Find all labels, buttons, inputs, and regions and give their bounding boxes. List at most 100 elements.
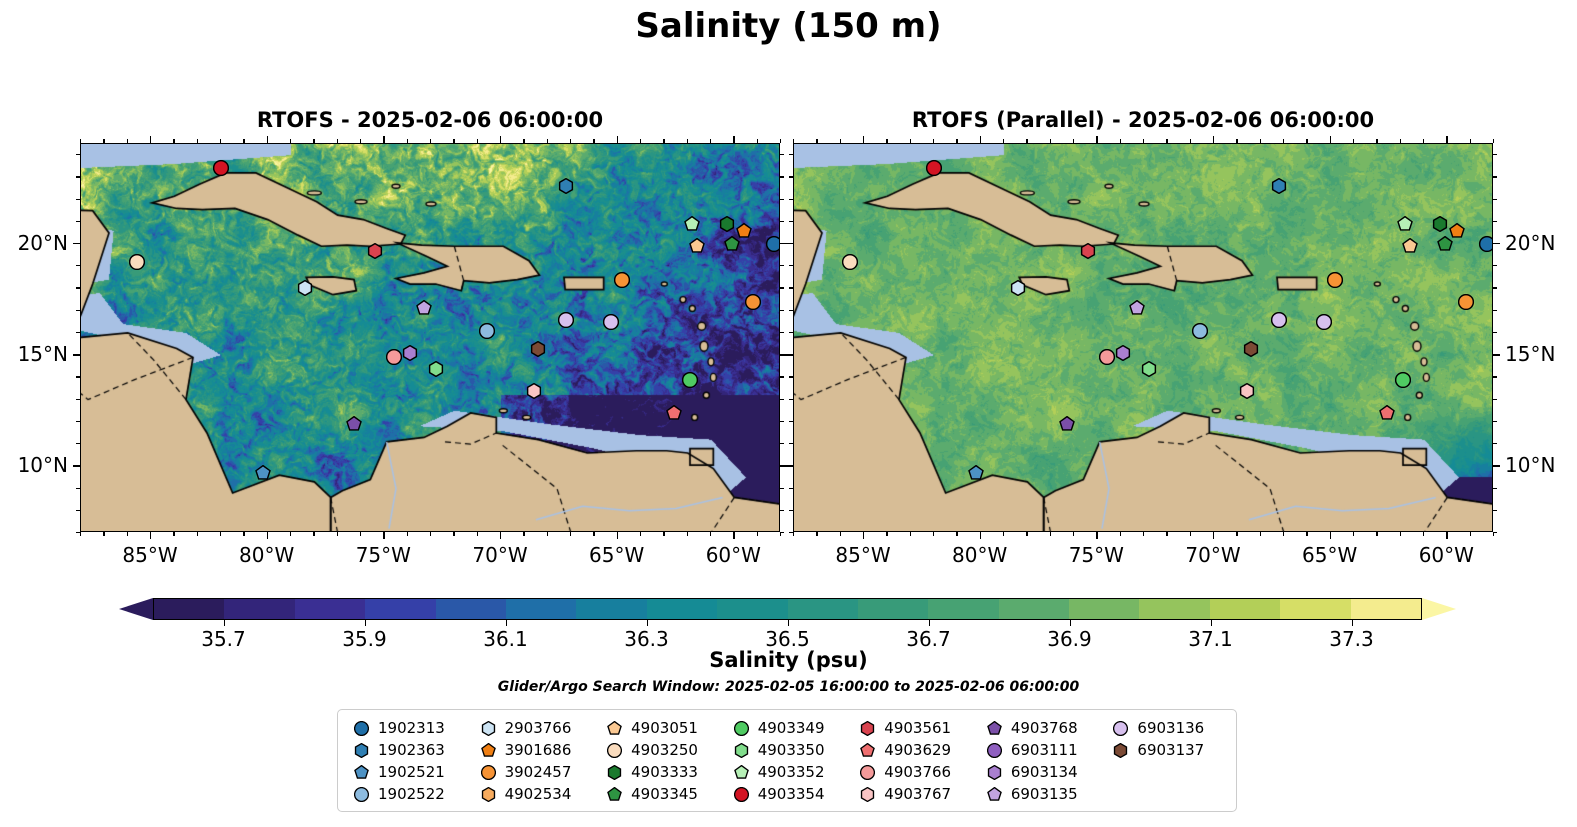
platform-marker-6903136[interactable] (1271, 311, 1288, 328)
platform-marker-4903350[interactable] (428, 360, 444, 377)
platform-marker-4903352[interactable] (684, 216, 701, 232)
legend-label: 1902522 (378, 785, 445, 803)
platform-marker-4903767[interactable] (1239, 382, 1255, 399)
platform-marker-4903768[interactable] (1059, 416, 1075, 432)
legend-marker-circle-icon (354, 786, 369, 802)
xtick-minor-top (453, 139, 455, 143)
platform-marker-3902457[interactable] (614, 271, 631, 288)
platform-marker-6903137[interactable] (530, 340, 546, 357)
platform-marker-4903349[interactable] (682, 371, 698, 388)
platform-marker-4903345[interactable] (724, 236, 740, 252)
platform-marker-3902457[interactable] (1327, 271, 1344, 288)
platform-marker-1902313[interactable] (1479, 236, 1492, 253)
platform-marker-4903354[interactable] (213, 160, 229, 177)
platform-marker-3902457[interactable] (1458, 293, 1474, 310)
legend-entry-4903561[interactable]: 4903561 (850, 717, 977, 739)
platform-marker-3902457[interactable] (745, 293, 761, 310)
legend-entry-1902522[interactable]: 1902522 (344, 783, 471, 805)
colorbar[interactable]: 35.7 35.9 36.1 36.3 36.5 36.7 36.9 37.1 37.3 (119, 598, 1456, 651)
legend-entry-4903768[interactable]: 4903768 (977, 717, 1104, 739)
legend-entry-6903135[interactable]: 6903135 (977, 783, 1104, 805)
platform-marker-3901686[interactable] (1448, 222, 1465, 239)
platform-marker-6903137[interactable] (1243, 340, 1259, 357)
map-panel-rtofs-parallel[interactable] (793, 143, 1493, 532)
legend-entry-4903333[interactable]: 4903333 (597, 761, 724, 783)
legend-entry-4903349[interactable]: 4903349 (724, 717, 851, 739)
platform-marker-1902522[interactable] (1192, 322, 1208, 339)
legend-entry-1902363[interactable]: 1902363 (344, 739, 471, 761)
legend-label: 6903111 (1010, 741, 1078, 759)
platform-marker-1902313[interactable] (766, 236, 779, 253)
platform-marker-6903136[interactable] (558, 311, 575, 328)
legend-entry-1902521[interactable]: 1902521 (344, 761, 471, 783)
legend-entry-4903766[interactable]: 4903766 (850, 761, 977, 783)
map-panel-rtofs[interactable] (80, 143, 780, 532)
legend-entry-4902534[interactable]: 4902534 (471, 783, 598, 805)
platform-marker-4903333[interactable] (719, 216, 735, 233)
legend-entry-1902313[interactable]: 1902313 (344, 717, 471, 739)
xtick-minor (956, 532, 958, 536)
xtick-minor (1283, 532, 1285, 536)
xtick-major (979, 532, 982, 539)
platform-marker-4903767[interactable] (526, 382, 542, 399)
legend-entry-6903111[interactable]: 6903111 (977, 739, 1104, 761)
legend-entry-4903051[interactable]: 4903051 (597, 717, 724, 739)
platform-marker-4903352[interactable] (1397, 216, 1414, 232)
platform-marker-4903629[interactable] (665, 404, 682, 421)
platform-marker-3901686[interactable] (735, 222, 752, 239)
platform-marker-4903629[interactable] (1378, 404, 1395, 421)
platform-marker-4903768[interactable] (346, 416, 362, 432)
legend-entry-4903350[interactable]: 4903350 (724, 739, 851, 761)
platform-marker-2903766[interactable] (297, 280, 313, 297)
platform-marker-4903766[interactable] (1098, 349, 1115, 366)
platform-marker-1902363[interactable] (558, 178, 574, 195)
legend-entry-6903136[interactable]: 6903136 (1103, 717, 1230, 739)
platform-marker-6903136[interactable] (602, 313, 619, 330)
platform-marker-4903051[interactable] (1402, 238, 1418, 254)
legend-marker-circle-icon (986, 742, 1002, 758)
platform-marker-6903136[interactable] (1315, 313, 1332, 330)
platform-marker-6903134[interactable] (1115, 344, 1131, 361)
colorbar-segment (857, 599, 929, 619)
platform-marker-4903250[interactable] (842, 253, 858, 270)
platform-marker-1902521[interactable] (255, 464, 271, 481)
panel-title-right: RTOFS (Parallel) - 2025-02-06 06:00:00 (911, 108, 1375, 132)
xtick-label: 85°W (122, 543, 178, 567)
platform-marker-6903134[interactable] (402, 344, 418, 361)
colorbar-tick (928, 620, 930, 626)
platform-marker-4903349[interactable] (1395, 371, 1411, 388)
legend-entry-4903767[interactable]: 4903767 (850, 783, 977, 805)
platform-marker-1902522[interactable] (479, 322, 495, 339)
platform-marker-2903766[interactable] (1010, 280, 1026, 297)
platform-marker-4903561[interactable] (367, 242, 383, 259)
legend-entry-4903352[interactable]: 4903352 (724, 761, 851, 783)
platform-marker-4903051[interactable] (689, 238, 705, 254)
legend-entry-3901686[interactable]: 3901686 (471, 739, 598, 761)
xtick-minor (640, 532, 642, 536)
ytick-minor-right (780, 376, 784, 378)
platform-marker-4903354[interactable] (926, 160, 942, 177)
platform-marker-1902363[interactable] (1271, 178, 1287, 195)
legend-entry-6903137[interactable]: 6903137 (1103, 739, 1230, 761)
legend-entry-2903766[interactable]: 2903766 (471, 717, 598, 739)
legend-entry-4903354[interactable]: 4903354 (724, 783, 851, 805)
platform-marker-1902521[interactable] (968, 464, 984, 481)
legend-entry-6903134[interactable]: 6903134 (977, 761, 1104, 783)
platform-legend[interactable]: 1902313 1902363 1902521 1902522 2903766 39016… (337, 709, 1237, 812)
legend-entry-4903250[interactable]: 4903250 (597, 739, 724, 761)
platform-marker-6903135[interactable] (416, 300, 432, 316)
xtick-minor-top (1026, 139, 1028, 143)
legend-entry-3902457[interactable]: 3902457 (471, 761, 598, 783)
legend-entry-4903629[interactable]: 4903629 (850, 739, 977, 761)
platform-marker-4903561[interactable] (1080, 242, 1096, 259)
platform-marker-6903135[interactable] (1129, 300, 1145, 316)
platform-marker-4903333[interactable] (1432, 216, 1448, 233)
ytick-major-left (786, 354, 793, 356)
platform-marker-4903250[interactable] (129, 253, 145, 270)
platform-marker-4903345[interactable] (1437, 236, 1453, 252)
xtick-minor (886, 532, 888, 536)
xtick-label: 70°W (1185, 543, 1241, 567)
platform-marker-4903350[interactable] (1141, 360, 1157, 377)
legend-entry-4903345[interactable]: 4903345 (597, 783, 724, 805)
platform-marker-4903766[interactable] (385, 349, 402, 366)
